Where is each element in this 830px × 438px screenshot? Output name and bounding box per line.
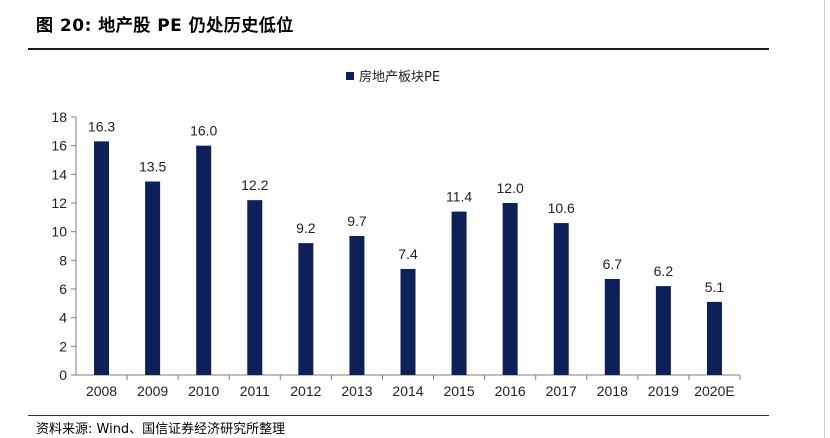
bar	[706, 301, 722, 375]
data-label: 6.2	[654, 263, 674, 279]
bar	[400, 268, 416, 375]
bar	[451, 211, 467, 375]
x-tick-label: 2010	[188, 383, 219, 399]
y-tick-label: 16	[51, 138, 67, 154]
x-tick-label: 2017	[546, 383, 577, 399]
bar	[553, 223, 569, 375]
title-rule	[28, 48, 769, 50]
y-tick-label: 2	[59, 338, 67, 354]
x-tick-label: 2012	[290, 383, 321, 399]
data-label: 5.1	[705, 279, 725, 295]
data-label: 12.0	[497, 180, 524, 196]
y-tick-label: 18	[51, 109, 67, 125]
y-tick-label: 12	[51, 195, 67, 211]
data-label: 12.2	[241, 177, 268, 193]
plot-area: 0 2 4 6 8 10 12 14 16 18 16.3 2008 13.5 2009 16.0 2010 1…	[51, 109, 741, 399]
data-label: 9.2	[296, 220, 316, 236]
data-label: 16.0	[190, 123, 217, 139]
bar	[502, 203, 518, 375]
bar	[298, 243, 314, 375]
bar	[604, 278, 620, 375]
y-tick-label: 6	[59, 281, 67, 297]
x-tick-label: 2019	[648, 383, 679, 399]
x-tick-label: 2013	[341, 383, 372, 399]
y-tick-label: 0	[59, 367, 67, 383]
x-tick-label: 2020E	[694, 383, 734, 399]
y-tick-label: 4	[59, 310, 67, 326]
data-label: 6.7	[603, 256, 623, 272]
data-label: 7.4	[398, 246, 418, 262]
chart-legend: 房地产板块PE	[346, 69, 440, 85]
bar	[247, 200, 263, 375]
bar	[94, 141, 110, 375]
data-label: 11.4	[446, 189, 472, 205]
data-label: 9.7	[347, 213, 367, 229]
y-tick-label: 14	[51, 166, 67, 182]
legend-label: 房地产板块PE	[359, 69, 440, 85]
right-border	[824, 0, 825, 438]
figure-title: 图 20: 地产股 PE 仍处历史低位	[36, 16, 294, 36]
x-tick-label: 2009	[137, 383, 168, 399]
source-note: 资料来源: Wind、国信证券经济研究所整理	[36, 422, 286, 437]
data-label: 10.6	[548, 200, 575, 216]
legend-swatch	[346, 72, 354, 80]
bar	[196, 145, 212, 375]
bar	[349, 235, 365, 375]
x-tick-label: 2014	[392, 383, 423, 399]
x-tick-label: 2015	[443, 383, 474, 399]
data-label: 16.3	[88, 118, 115, 134]
x-tick-label: 2016	[495, 383, 526, 399]
bar	[655, 286, 671, 375]
y-tick-label: 10	[51, 224, 67, 240]
x-tick-label: 2011	[240, 383, 270, 399]
y-tick-label: 8	[59, 252, 67, 268]
bar	[145, 181, 161, 375]
data-label: 13.5	[139, 159, 166, 175]
x-tick-label: 2018	[597, 383, 628, 399]
x-tick-label: 2008	[86, 383, 117, 399]
source-rule	[28, 415, 769, 416]
